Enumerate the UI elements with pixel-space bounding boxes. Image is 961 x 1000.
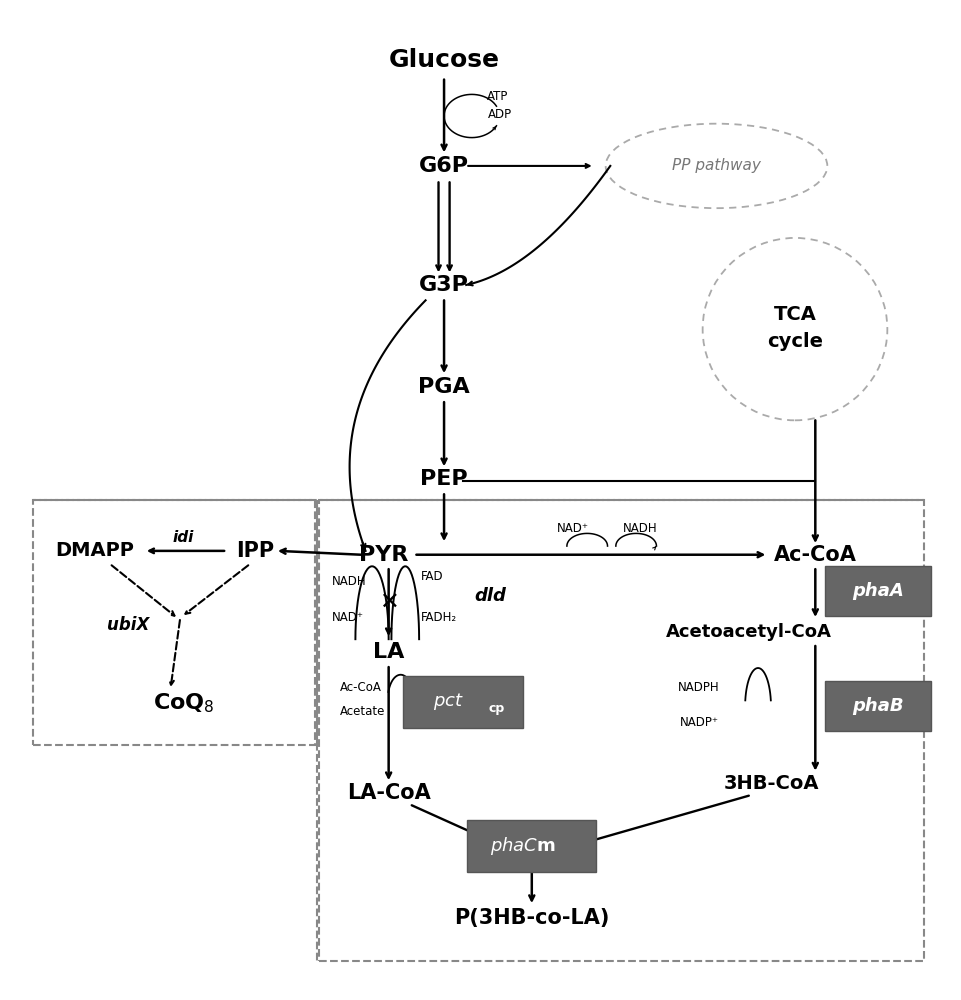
Text: PYR: PYR bbox=[359, 545, 408, 565]
Text: phaB: phaB bbox=[851, 697, 903, 715]
Text: NADH: NADH bbox=[622, 522, 656, 535]
Text: TCA: TCA bbox=[773, 305, 816, 324]
Text: $\it{phaC}$m: $\it{phaC}$m bbox=[489, 835, 554, 857]
Text: idi: idi bbox=[173, 530, 194, 545]
FancyBboxPatch shape bbox=[825, 681, 930, 731]
Text: Glucose: Glucose bbox=[388, 48, 499, 72]
Text: ✕: ✕ bbox=[379, 591, 398, 615]
Text: ATP: ATP bbox=[486, 90, 507, 103]
Text: PP pathway: PP pathway bbox=[672, 158, 760, 173]
Text: P(3HB-co-LA): P(3HB-co-LA) bbox=[454, 908, 609, 928]
Text: PGA: PGA bbox=[418, 377, 469, 397]
Text: NAD⁺: NAD⁺ bbox=[556, 522, 589, 535]
Text: Ac-CoA: Ac-CoA bbox=[339, 681, 382, 694]
Text: $\it{pct}$: $\it{pct}$ bbox=[432, 691, 464, 712]
Text: ADP: ADP bbox=[487, 108, 511, 121]
Text: NAD⁺: NAD⁺ bbox=[331, 611, 363, 624]
Text: ubiX: ubiX bbox=[107, 616, 149, 634]
Text: DMAPP: DMAPP bbox=[56, 541, 135, 560]
Text: CoQ$_8$: CoQ$_8$ bbox=[153, 692, 214, 715]
Text: Acetate: Acetate bbox=[339, 705, 384, 718]
FancyBboxPatch shape bbox=[467, 820, 596, 872]
Text: Acetoacetyl-CoA: Acetoacetyl-CoA bbox=[665, 623, 831, 641]
Text: NADP⁺: NADP⁺ bbox=[679, 716, 719, 729]
Text: Ac-CoA: Ac-CoA bbox=[773, 545, 856, 565]
Text: FAD: FAD bbox=[421, 570, 443, 583]
Text: cp: cp bbox=[488, 702, 505, 715]
Text: NADPH: NADPH bbox=[677, 681, 719, 694]
Text: 3HB-CoA: 3HB-CoA bbox=[724, 774, 819, 793]
Text: G6P: G6P bbox=[419, 156, 469, 176]
Text: FADH₂: FADH₂ bbox=[421, 611, 456, 624]
Text: PEP: PEP bbox=[420, 469, 467, 489]
Text: LA: LA bbox=[373, 642, 404, 662]
Text: cycle: cycle bbox=[766, 332, 823, 351]
FancyBboxPatch shape bbox=[825, 566, 930, 616]
Text: dld: dld bbox=[474, 587, 505, 605]
Text: G3P: G3P bbox=[419, 275, 469, 295]
Text: IPP: IPP bbox=[235, 541, 274, 561]
FancyBboxPatch shape bbox=[402, 676, 522, 728]
Text: phaA: phaA bbox=[851, 582, 903, 600]
Text: NADH: NADH bbox=[331, 575, 365, 588]
Text: LA-CoA: LA-CoA bbox=[346, 783, 431, 803]
